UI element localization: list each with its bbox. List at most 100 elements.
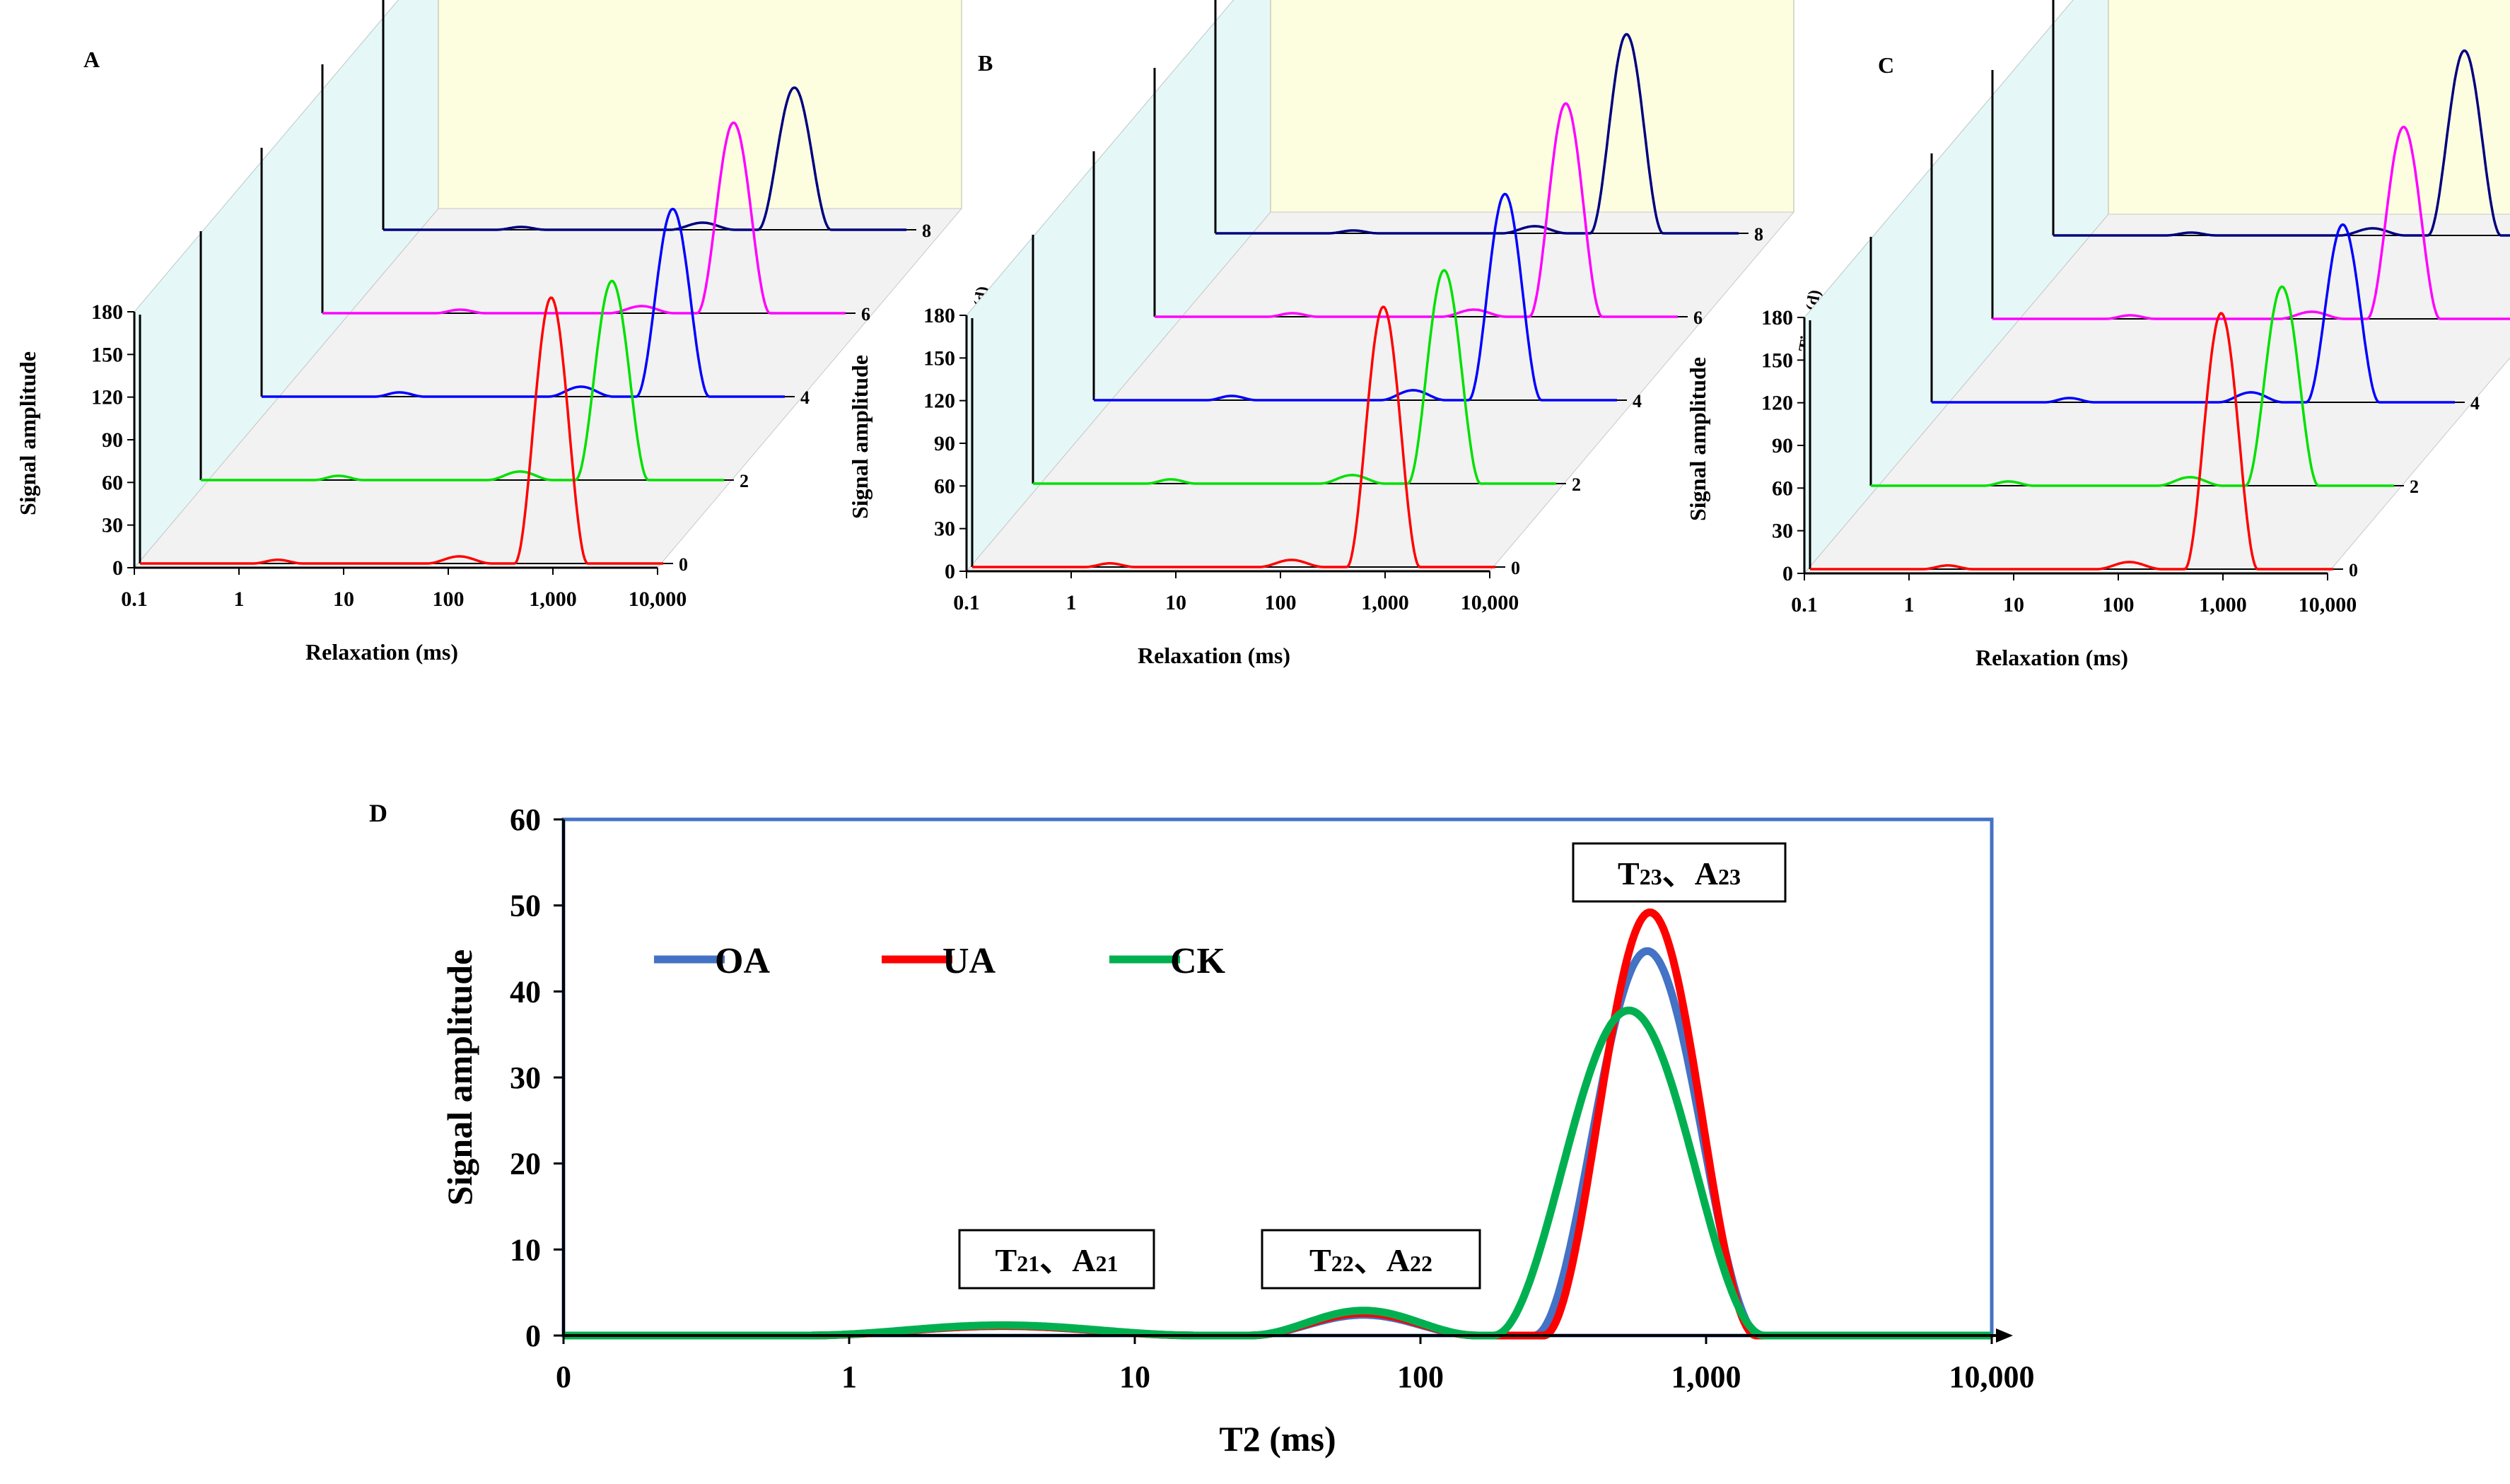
- y-tick-label: 40: [510, 974, 541, 1009]
- panel-a-3d-chart: 8 6 4 2 0 0 30 60 90 120 150 180 0.1 1 10 100 1,000 10,00…: [15, 0, 993, 665]
- annotation-part: T: [1309, 1242, 1331, 1278]
- y-tick-label: 180: [1761, 306, 1793, 329]
- x-tick-label: 10,000: [2299, 593, 2357, 617]
- x-tick-label: 10: [2003, 593, 2024, 617]
- day-tick-label: 2: [2410, 477, 2419, 497]
- y-tick-label: 30: [102, 514, 123, 537]
- x-tick-label: 0: [556, 1360, 571, 1394]
- panel-d-2d-chart: 0 10 20 30 40 50 60 0 1 10 100 1,000 10,000 T2 (ms) Si…: [369, 799, 2035, 1459]
- annotation-part: T: [996, 1242, 1017, 1278]
- y-tick-label: 180: [923, 304, 955, 327]
- series-day-6-line: [1155, 102, 1678, 318]
- panel-c-3d-chart: 8 6 4 2 0 0 30 60 90 120 150 180 0.1 1 10 100 1,000 10,00…: [1685, 0, 2510, 670]
- day-tick-label: 4: [1633, 391, 1642, 411]
- annotation-part: 、A: [1662, 855, 1718, 892]
- x-tick-label: 1: [841, 1360, 857, 1394]
- panel-letter: D: [369, 799, 387, 827]
- y-tick-label: 90: [102, 428, 123, 452]
- day-tick-label: 4: [800, 387, 810, 408]
- y-tick-label: 60: [510, 802, 541, 837]
- y-tick-label: 10: [510, 1232, 541, 1267]
- y-tick-label: 120: [91, 386, 123, 409]
- day-tick-label: 0: [679, 554, 688, 575]
- annotation-frame: [1572, 842, 1787, 903]
- annotation-part: 23: [1718, 864, 1741, 889]
- series-day-4-line: [1094, 192, 1617, 402]
- x-axis-label: Relaxation (ms): [1975, 645, 2128, 670]
- annotation-part: 、A: [1039, 1242, 1095, 1278]
- series-day-4-line: [1932, 223, 2455, 404]
- x-axis-label: Relaxation (ms): [1138, 643, 1290, 668]
- x-axis-label: Relaxation (ms): [305, 639, 458, 665]
- annotation-box: T21、A21: [958, 1229, 1155, 1290]
- x-tick-label: 1: [234, 588, 245, 611]
- day-tick-label: 2: [740, 471, 749, 491]
- x-tick-label: 1: [1066, 591, 1077, 614]
- series-day-0-line: [140, 296, 663, 565]
- x-tick-label: 0.1: [121, 588, 148, 611]
- x-axis-label: T2 (ms): [1219, 1419, 1336, 1459]
- day-tick-label: 2: [1572, 474, 1581, 495]
- annotation-part: 、A: [1354, 1242, 1410, 1278]
- y-tick-label: 150: [1761, 349, 1793, 372]
- annotation-part: 21: [1095, 1251, 1118, 1276]
- back-wall: [438, 0, 962, 209]
- day-tick-label: 8: [1754, 224, 1763, 245]
- day-tick-label: 8: [922, 221, 931, 241]
- back-wall: [1270, 0, 1794, 213]
- y-tick-label: 60: [1772, 477, 1793, 500]
- x-tick-label: 100: [1397, 1360, 1444, 1394]
- y-tick-label: 120: [1761, 392, 1793, 415]
- y-tick-label: 90: [934, 432, 955, 455]
- y-axis-label: Signal amplitude: [440, 950, 479, 1206]
- x-tick-label: 0.1: [953, 591, 980, 614]
- annotation-frame: [1261, 1229, 1481, 1290]
- series-day-6-line: [1992, 125, 2510, 320]
- x-tick-label: 10: [1165, 591, 1186, 614]
- x-tick-label: 1,000: [1671, 1360, 1741, 1394]
- x-tick-label: 10,000: [629, 588, 687, 611]
- y-tick-label: 120: [923, 390, 955, 413]
- x-tick-label: 1,000: [2199, 593, 2247, 617]
- x-tick-label: 1,000: [1361, 591, 1409, 614]
- series-day-6-line: [322, 121, 846, 315]
- annotation-label: T22、A22: [1309, 1242, 1432, 1278]
- legend-label-ua: UA: [942, 941, 996, 981]
- annotation-frame: [958, 1229, 1155, 1290]
- y-tick-label: 180: [91, 300, 123, 324]
- panel-letter: A: [83, 47, 100, 72]
- y-axis-label: Signal amplitude: [847, 355, 872, 519]
- y-tick-label: 20: [510, 1147, 541, 1181]
- y-axis-label: Signal amplitude: [1685, 357, 1710, 521]
- y-tick-label: 0: [112, 556, 123, 580]
- panel-letter: B: [978, 50, 993, 76]
- series-day-8-line: [2053, 49, 2510, 237]
- x-tick-label: 10: [333, 588, 354, 611]
- x-tick-label: 100: [2103, 593, 2135, 617]
- y-tick-label: 0: [525, 1319, 541, 1353]
- y-tick-label: 60: [102, 471, 123, 494]
- series-day-2-line: [1033, 269, 1556, 485]
- day-tick-label: 0: [1511, 558, 1520, 578]
- annotation-part: 21: [1017, 1251, 1039, 1276]
- series-day-4-line: [262, 207, 785, 398]
- series-day-8-line: [383, 86, 906, 231]
- annotation-label: T21、A21: [996, 1242, 1119, 1278]
- day-tick-label: 0: [2349, 560, 2358, 580]
- x-tick-label: 10: [1119, 1360, 1150, 1394]
- series-day-0-line: [1810, 312, 2333, 571]
- annotation-label: T23、A23: [1618, 855, 1741, 892]
- day-tick-label: 6: [861, 304, 870, 325]
- y-tick-label: 50: [510, 889, 541, 923]
- series-day-2-line: [1871, 285, 2394, 487]
- panel-letter: C: [1878, 52, 1894, 78]
- x-tick-label: 1: [1904, 593, 1915, 617]
- y-tick-label: 0: [945, 560, 955, 583]
- x-tick-label: 100: [433, 588, 465, 611]
- annotation-part: 22: [1410, 1251, 1432, 1276]
- annotation-part: T: [1618, 855, 1640, 892]
- annotation-part: 22: [1331, 1251, 1354, 1276]
- annotation-part: 23: [1640, 864, 1662, 889]
